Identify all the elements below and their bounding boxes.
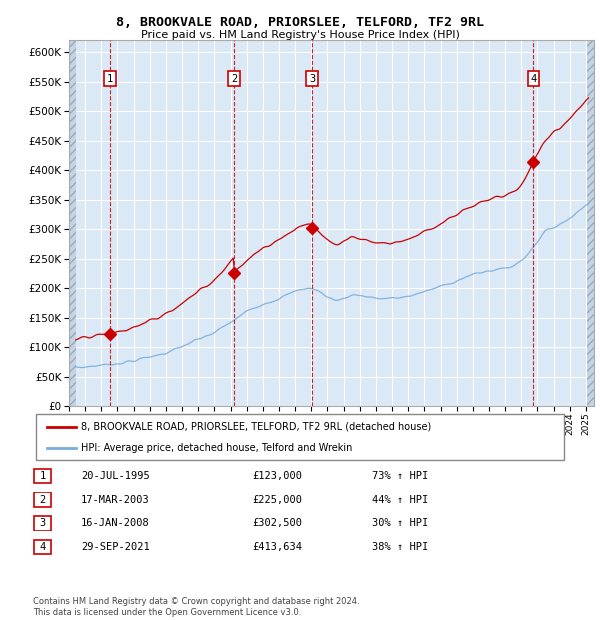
Text: 30% ↑ HPI: 30% ↑ HPI xyxy=(372,518,428,528)
FancyBboxPatch shape xyxy=(34,469,51,484)
Bar xyxy=(69,40,76,406)
Text: 2: 2 xyxy=(40,495,46,505)
Text: 3: 3 xyxy=(40,518,46,528)
FancyBboxPatch shape xyxy=(34,516,51,531)
Text: 44% ↑ HPI: 44% ↑ HPI xyxy=(372,495,428,505)
Text: Price paid vs. HM Land Registry's House Price Index (HPI): Price paid vs. HM Land Registry's House … xyxy=(140,30,460,40)
Text: £413,634: £413,634 xyxy=(252,542,302,552)
Text: 1: 1 xyxy=(107,74,113,84)
Text: 8, BROOKVALE ROAD, PRIORSLEE, TELFORD, TF2 9RL (detached house): 8, BROOKVALE ROAD, PRIORSLEE, TELFORD, T… xyxy=(81,422,431,432)
Text: 73% ↑ HPI: 73% ↑ HPI xyxy=(372,471,428,481)
Text: 20-JUL-1995: 20-JUL-1995 xyxy=(81,471,150,481)
Text: 16-JAN-2008: 16-JAN-2008 xyxy=(81,518,150,528)
Text: 2: 2 xyxy=(231,74,237,84)
Text: £225,000: £225,000 xyxy=(252,495,302,505)
Text: 17-MAR-2003: 17-MAR-2003 xyxy=(81,495,150,505)
Text: 4: 4 xyxy=(40,542,46,552)
Text: £123,000: £123,000 xyxy=(252,471,302,481)
Text: 4: 4 xyxy=(530,74,536,84)
Text: 3: 3 xyxy=(309,74,315,84)
Text: 8, BROOKVALE ROAD, PRIORSLEE, TELFORD, TF2 9RL: 8, BROOKVALE ROAD, PRIORSLEE, TELFORD, T… xyxy=(116,16,484,29)
Bar xyxy=(587,40,595,406)
FancyBboxPatch shape xyxy=(34,492,51,507)
Text: Contains HM Land Registry data © Crown copyright and database right 2024.
This d: Contains HM Land Registry data © Crown c… xyxy=(33,598,359,617)
Text: 1: 1 xyxy=(40,471,46,481)
FancyBboxPatch shape xyxy=(36,414,564,460)
Text: 29-SEP-2021: 29-SEP-2021 xyxy=(81,542,150,552)
Text: HPI: Average price, detached house, Telford and Wrekin: HPI: Average price, detached house, Telf… xyxy=(81,443,352,453)
FancyBboxPatch shape xyxy=(34,539,51,554)
Text: 38% ↑ HPI: 38% ↑ HPI xyxy=(372,542,428,552)
Text: £302,500: £302,500 xyxy=(252,518,302,528)
